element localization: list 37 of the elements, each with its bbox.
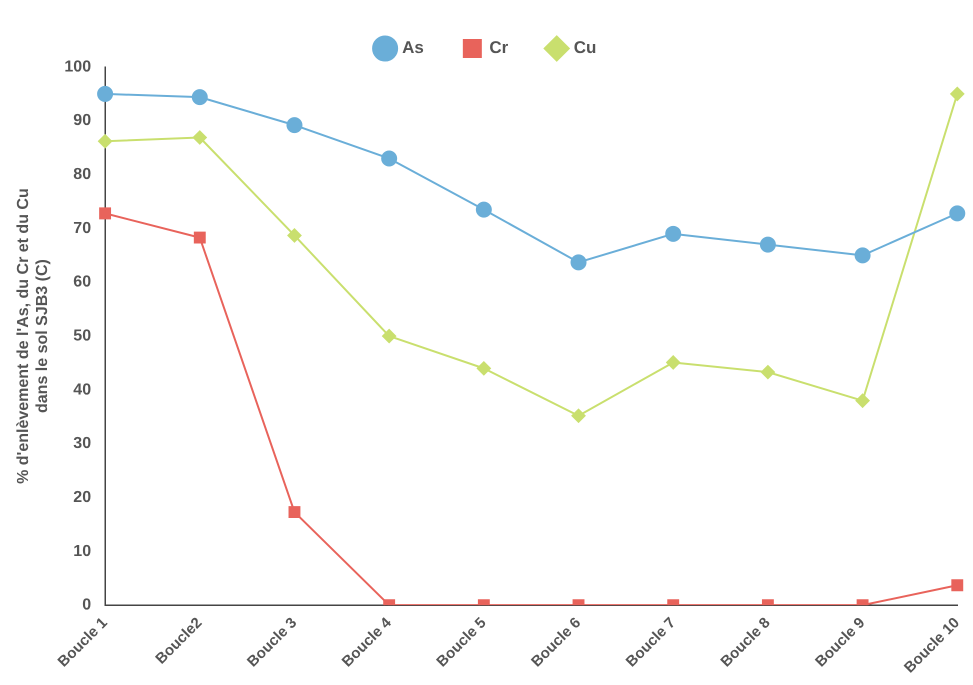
point [949, 205, 966, 222]
point [572, 408, 586, 423]
point [854, 247, 871, 264]
point [192, 89, 208, 106]
y-tick-label: 30 [73, 435, 92, 452]
point [856, 394, 870, 408]
point [97, 86, 114, 102]
point [98, 134, 112, 148]
point [666, 355, 680, 370]
point [760, 365, 775, 380]
legend-label: As [402, 38, 424, 58]
y-tick-label: 20 [73, 488, 92, 506]
y-tick-label: 80 [73, 166, 92, 184]
y-tick-label: 10 [73, 542, 92, 560]
y-tick-label: 100 [64, 58, 92, 76]
point [286, 117, 302, 134]
point [381, 150, 398, 166]
y-tick-label: 60 [73, 274, 92, 291]
y-tick-label: 40 [73, 381, 92, 398]
point [99, 207, 112, 220]
point [382, 329, 396, 344]
legend-label: Cu [574, 38, 596, 58]
y-tick-label: 50 [73, 327, 92, 344]
y-tick-label: 90 [73, 112, 92, 130]
point [476, 361, 491, 376]
point [570, 254, 587, 270]
point [950, 86, 964, 101]
point [192, 130, 207, 144]
point [760, 236, 776, 253]
y-tick-label: 0 [82, 596, 92, 614]
y-tick-label: 70 [73, 220, 92, 237]
legend-label: Cr [489, 38, 509, 58]
y-axis-title: % d'enlèvement de l'As, du Cr et du Cu dans le sol SJB3 (C) [15, 188, 52, 484]
point [194, 232, 206, 244]
point [287, 228, 302, 242]
point [665, 226, 682, 242]
point [476, 202, 492, 218]
